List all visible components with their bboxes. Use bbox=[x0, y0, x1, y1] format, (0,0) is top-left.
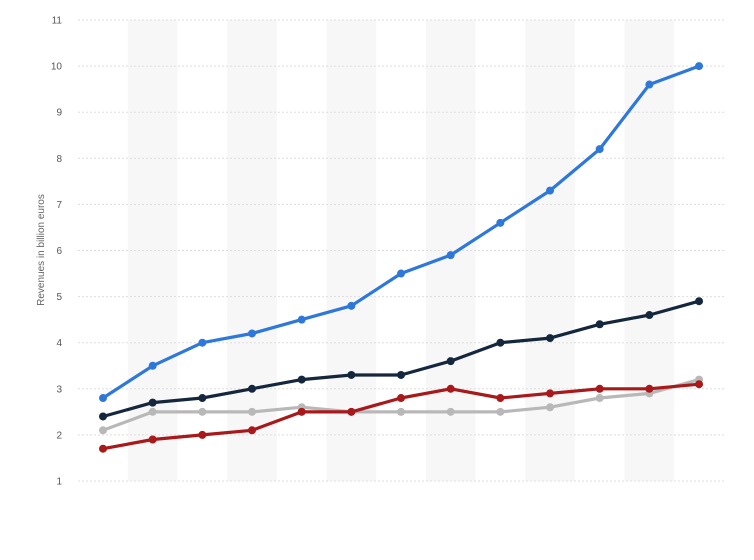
series-0-point-5[interactable] bbox=[347, 301, 356, 310]
series-0-line bbox=[101, 64, 701, 400]
series-3-point-7[interactable] bbox=[446, 384, 455, 393]
y-axis-label: Revenues in billion euros bbox=[36, 194, 47, 306]
series-2-point-6[interactable] bbox=[397, 407, 406, 416]
y-tick-label-2: 2 bbox=[56, 430, 62, 441]
series-1-point-2[interactable] bbox=[198, 394, 207, 403]
y-tick-label-11: 11 bbox=[52, 16, 63, 27]
series-2-point-2[interactable] bbox=[198, 407, 207, 416]
series-3-point-10[interactable] bbox=[595, 384, 604, 393]
series-1 bbox=[99, 297, 704, 421]
series-2-point-10[interactable] bbox=[595, 394, 604, 403]
series-2-point-8[interactable] bbox=[496, 407, 505, 416]
series-1-point-7[interactable] bbox=[446, 357, 455, 366]
series-3-point-2[interactable] bbox=[198, 430, 207, 439]
series-1-point-8[interactable] bbox=[496, 338, 505, 347]
y-tick-label-3: 3 bbox=[56, 384, 62, 395]
series-3-point-3[interactable] bbox=[248, 426, 257, 435]
y-tick-label-6: 6 bbox=[56, 246, 62, 257]
series-lines bbox=[99, 62, 704, 453]
series-0-point-7[interactable] bbox=[446, 251, 455, 260]
series-2-point-3[interactable] bbox=[248, 407, 257, 416]
series-3-point-8[interactable] bbox=[496, 394, 505, 403]
series-2-point-0[interactable] bbox=[99, 426, 107, 435]
band-11 bbox=[624, 20, 675, 481]
series-1-point-6[interactable] bbox=[397, 370, 406, 379]
y-tick-label-4: 4 bbox=[56, 338, 62, 349]
series-0-point-6[interactable] bbox=[397, 269, 406, 278]
y-tick-label-9: 9 bbox=[56, 108, 62, 119]
series-1-point-4[interactable] bbox=[297, 375, 306, 384]
series-1-point-12[interactable] bbox=[695, 297, 704, 306]
series-0-point-3[interactable] bbox=[248, 329, 257, 338]
series-1-point-5[interactable] bbox=[347, 370, 356, 379]
y-tick-label-8: 8 bbox=[56, 154, 62, 165]
series-3-point-5[interactable] bbox=[347, 407, 356, 416]
series-0-point-10[interactable] bbox=[595, 145, 604, 154]
y-tick-label-5: 5 bbox=[56, 292, 62, 303]
series-3-point-1[interactable] bbox=[148, 435, 157, 444]
series-1-point-0[interactable] bbox=[99, 412, 107, 421]
series-3-line bbox=[101, 382, 701, 451]
series-3-point-4[interactable] bbox=[297, 407, 306, 416]
series-1-point-10[interactable] bbox=[595, 320, 604, 329]
series-3-point-12[interactable] bbox=[695, 380, 704, 389]
series-0-point-9[interactable] bbox=[546, 186, 555, 195]
series-0-point-4[interactable] bbox=[297, 315, 306, 324]
series-0-point-11[interactable] bbox=[645, 80, 654, 89]
series-3-point-6[interactable] bbox=[397, 394, 406, 403]
series-1-point-3[interactable] bbox=[248, 384, 257, 393]
series-1-point-11[interactable] bbox=[645, 311, 654, 320]
series-3 bbox=[99, 380, 704, 453]
y-axis-ticks: 1 2 3 4 5 6 7 8 9 10 11 bbox=[51, 16, 63, 488]
series-2 bbox=[99, 375, 704, 435]
y-tick-label-7: 7 bbox=[56, 200, 62, 211]
series-1-point-1[interactable] bbox=[148, 398, 157, 407]
series-3-point-11[interactable] bbox=[645, 384, 654, 393]
series-2-point-9[interactable] bbox=[546, 403, 555, 412]
series-3-point-0[interactable] bbox=[99, 444, 107, 453]
y-tick-label-10: 10 bbox=[51, 62, 63, 73]
series-0-point-12[interactable] bbox=[695, 62, 704, 71]
y-tick-label-1: 1 bbox=[56, 477, 62, 488]
series-2-point-7[interactable] bbox=[446, 407, 455, 416]
series-2-point-1[interactable] bbox=[148, 407, 157, 416]
series-0-point-1[interactable] bbox=[148, 361, 157, 370]
series-0-point-0[interactable] bbox=[99, 394, 107, 403]
series-0-point-2[interactable] bbox=[198, 338, 207, 347]
series-1-point-9[interactable] bbox=[546, 334, 555, 343]
series-0-point-8[interactable] bbox=[496, 218, 505, 227]
series-3-point-9[interactable] bbox=[546, 389, 555, 398]
series-0 bbox=[99, 62, 704, 403]
